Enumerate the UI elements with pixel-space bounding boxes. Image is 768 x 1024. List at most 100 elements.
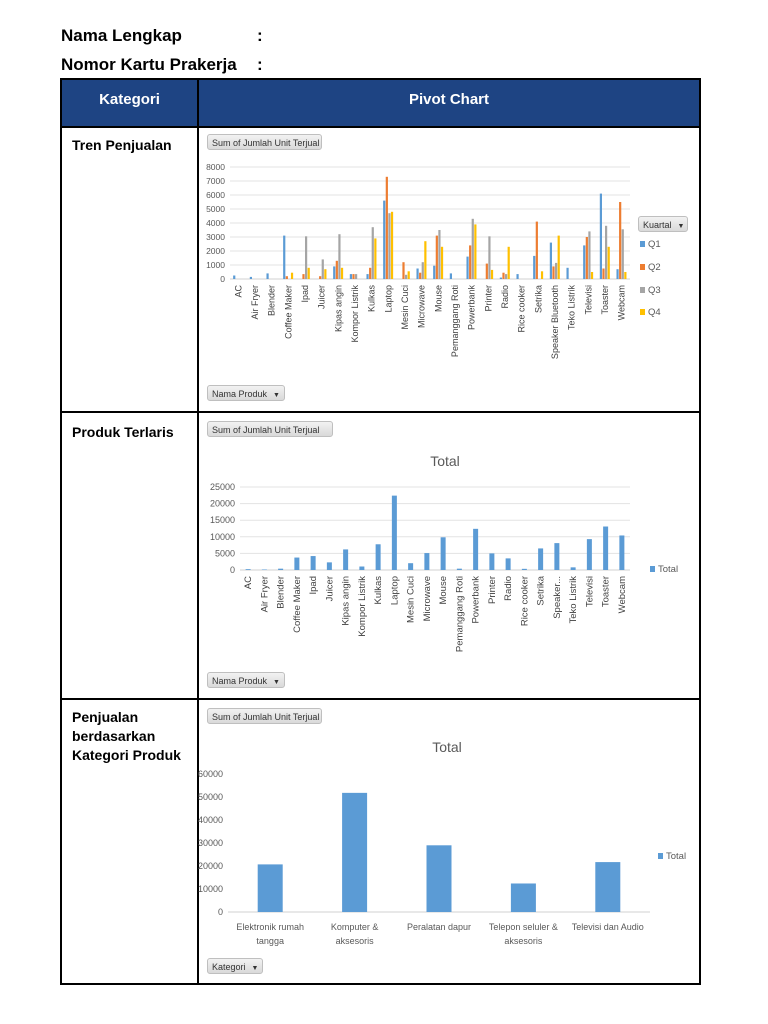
chart-title: Total bbox=[432, 739, 462, 755]
bar-q1 bbox=[616, 269, 619, 279]
bar-q3 bbox=[388, 213, 391, 279]
y-tick-label: 10000 bbox=[210, 532, 235, 542]
x-tick-label: aksesoris bbox=[336, 936, 375, 946]
bar-total bbox=[489, 553, 495, 570]
bar-total bbox=[595, 862, 621, 912]
x-tick-label: Pemanggang Roti bbox=[454, 576, 465, 652]
legend-field-button[interactable]: Kuartal ▼ bbox=[638, 216, 688, 232]
bar-q2 bbox=[335, 260, 338, 279]
chart-title: Total bbox=[430, 453, 460, 469]
y-tick-label: 0 bbox=[230, 565, 235, 575]
bar-q1 bbox=[249, 276, 252, 279]
legend-label: Q4 bbox=[648, 307, 661, 318]
table-header: Kategori Pivot Chart bbox=[62, 80, 699, 128]
bar-q2 bbox=[535, 221, 538, 279]
bar-q1 bbox=[583, 245, 586, 279]
x-tick-label: Televisi bbox=[584, 576, 595, 607]
y-tick-label: 0 bbox=[220, 274, 225, 284]
number-label: Nomor Kartu Prakerja bbox=[61, 55, 237, 74]
bar-q2 bbox=[302, 274, 305, 279]
bar-total bbox=[505, 558, 511, 570]
bar-q1 bbox=[449, 273, 452, 279]
bar-q2 bbox=[352, 274, 355, 279]
x-tick-label: Telepon seluler & bbox=[489, 922, 558, 932]
colon: : bbox=[257, 26, 263, 45]
bar-q3 bbox=[605, 225, 608, 279]
bar-q2 bbox=[385, 176, 388, 279]
name-field-label: Nama Lengkap: bbox=[61, 26, 263, 46]
row-divider bbox=[62, 698, 699, 700]
row-label-tren: Tren Penjualan bbox=[72, 137, 172, 153]
x-tick-label: Speaker Bluetooth bbox=[550, 285, 560, 359]
x-tick-label: Rice cooker bbox=[517, 285, 527, 333]
bar-q4 bbox=[540, 271, 544, 279]
y-tick-label: 0 bbox=[218, 907, 223, 917]
dropdown-arrow-icon: ▼ bbox=[677, 223, 685, 230]
bar-q4 bbox=[474, 224, 477, 279]
bar-q1 bbox=[283, 235, 286, 279]
y-tick-label: 6000 bbox=[206, 190, 225, 200]
x-tick-label: Kulkas bbox=[367, 285, 377, 313]
axis-field-button[interactable]: Nama Produk ▼ bbox=[207, 672, 285, 688]
value-field-button[interactable]: Sum of Jumlah Unit Terjual bbox=[207, 134, 322, 150]
axis-field-label: Kategori bbox=[212, 962, 246, 972]
bar-q1 bbox=[599, 193, 602, 279]
chart-svg: 0 10000 20000 30000 40000 50000 60000 Total Elek… bbox=[198, 739, 686, 946]
y-tick-label: 5000 bbox=[206, 204, 225, 214]
x-tick-label: Coffee Maker bbox=[283, 285, 293, 339]
axis-field-button[interactable]: Nama Produk ▼ bbox=[207, 385, 285, 401]
column-divider bbox=[197, 80, 199, 983]
bar-q3 bbox=[488, 236, 491, 279]
bar-total bbox=[473, 528, 479, 570]
y-tick-label: 3000 bbox=[206, 232, 225, 242]
chart-svg: 0 5000 10000 15000 20000 25000 Total AC Air Frye… bbox=[210, 453, 678, 652]
bar-q2 bbox=[585, 237, 588, 279]
bar-q3 bbox=[421, 262, 424, 279]
y-tick-label: 20000 bbox=[210, 499, 235, 509]
bar-q1 bbox=[466, 256, 469, 279]
bar-q4 bbox=[557, 235, 560, 279]
bar-total bbox=[245, 569, 251, 570]
y-tick-label: 25000 bbox=[210, 482, 235, 492]
bar-total bbox=[375, 544, 381, 570]
x-tick-label: Peralatan dapur bbox=[407, 922, 471, 932]
row-divider bbox=[62, 411, 699, 413]
bar-q4 bbox=[407, 271, 410, 279]
bar-q4 bbox=[440, 246, 444, 279]
bar-total bbox=[342, 792, 368, 912]
bar-q2 bbox=[369, 267, 372, 279]
bar-q2 bbox=[602, 268, 605, 279]
y-tick-label: 7000 bbox=[206, 176, 225, 186]
legend-label: Q1 bbox=[648, 239, 661, 250]
bar-total bbox=[343, 549, 349, 570]
x-tick-label: Laptop bbox=[383, 285, 393, 313]
header-kategori: Kategori bbox=[99, 91, 160, 108]
bar-q3 bbox=[305, 236, 308, 279]
x-tick-label: tangga bbox=[256, 936, 284, 946]
y-tick-label: 5000 bbox=[215, 548, 235, 558]
bar-total bbox=[391, 495, 397, 570]
bar-q2 bbox=[552, 266, 555, 279]
axis-field-label: Nama Produk bbox=[212, 676, 268, 686]
bar-total bbox=[257, 864, 283, 912]
axis-field-button[interactable]: Kategori ▼ bbox=[207, 958, 264, 974]
bar-q3 bbox=[621, 229, 624, 279]
bar-total bbox=[426, 845, 452, 912]
bar-q3 bbox=[471, 218, 474, 279]
y-tick-label: 40000 bbox=[198, 815, 223, 825]
value-field-button[interactable]: Sum of Jumlah Unit Terjual bbox=[207, 708, 322, 724]
x-tick-label: Mouse bbox=[433, 285, 443, 312]
legend-label: Q2 bbox=[648, 262, 661, 273]
x-tick-label: Kompor Listrik bbox=[350, 285, 360, 343]
bar-q1 bbox=[549, 242, 552, 279]
number-field-label: Nomor Kartu Prakerja: bbox=[61, 55, 263, 75]
bar-q3 bbox=[505, 274, 508, 279]
bar-total bbox=[570, 567, 576, 570]
bar-q1 bbox=[416, 268, 419, 279]
x-tick-label: Ipad bbox=[300, 285, 310, 303]
value-field-button[interactable]: Sum of Jumlah Unit Terjual bbox=[207, 421, 333, 437]
bar-total bbox=[586, 539, 592, 570]
x-tick-label: Juicer bbox=[324, 576, 335, 601]
legend-field-label: Kuartal bbox=[643, 220, 672, 230]
x-tick-label: Teko Listrik bbox=[567, 285, 577, 331]
